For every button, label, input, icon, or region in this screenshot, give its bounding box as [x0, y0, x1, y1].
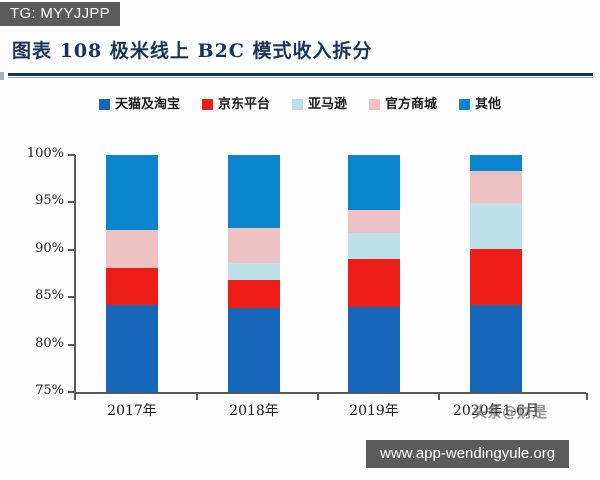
header-divider	[8, 73, 593, 76]
y-axis-tick	[68, 248, 75, 251]
x-axis-line	[74, 392, 586, 394]
bar-segment[interactable]	[106, 304, 158, 392]
chart-legend: 天猫及淘宝 京东平台 亚马逊 官方商城 其他	[0, 98, 600, 111]
y-axis-tick	[68, 201, 75, 204]
y-axis-line	[74, 155, 76, 393]
legend-label: 其他	[475, 97, 502, 112]
legend-label: 亚马逊	[307, 97, 347, 112]
bar-segment[interactable]	[106, 229, 158, 268]
bar-segment[interactable]	[470, 248, 522, 305]
y-axis-tick	[68, 343, 75, 346]
bar-segment[interactable]	[106, 267, 158, 305]
x-axis-tick	[196, 393, 198, 400]
header-left-marker	[0, 72, 4, 80]
y-axis-tick-label: 90%	[35, 240, 64, 256]
x-axis-tick	[586, 393, 588, 400]
y-axis-tick-label: 95%	[35, 193, 64, 209]
x-axis-tick	[317, 393, 319, 400]
legend-label: 京东平台	[217, 97, 270, 112]
report-header: 图表 108 极米线上 B2C 模式收入拆分	[0, 36, 600, 82]
x-axis-tick	[74, 393, 76, 400]
bar-segment[interactable]	[228, 263, 280, 281]
bar-segment[interactable]	[228, 155, 280, 228]
legend-item[interactable]: 官方商城	[369, 98, 437, 111]
bar-segment[interactable]	[470, 155, 522, 172]
toutiao-watermark: 头条@财是	[472, 403, 548, 421]
bar-segment[interactable]	[106, 155, 158, 230]
legend-label: 官方商城	[385, 97, 438, 112]
x-axis-tick-label: 2017年	[107, 403, 157, 419]
bar-segment[interactable]	[470, 203, 522, 249]
bar-stack[interactable]	[348, 155, 400, 392]
y-axis-tick	[68, 296, 75, 299]
legend-item[interactable]: 天猫及淘宝	[98, 97, 180, 112]
bar-segment[interactable]	[348, 155, 400, 210]
legend-swatch-icon	[459, 99, 471, 110]
page-title: 图表 108 极米线上 B2C 模式收入拆分	[12, 40, 373, 62]
y-axis-tick-label: 80%	[35, 335, 64, 351]
bar-segment[interactable]	[228, 227, 280, 264]
legend-label: 天猫及淘宝	[114, 97, 180, 112]
x-axis-tick	[438, 393, 440, 400]
legend-item[interactable]: 亚马逊	[291, 97, 347, 112]
legend-item[interactable]: 其他	[459, 98, 501, 111]
x-axis-tick-label: 2018年	[229, 403, 279, 419]
bar-segment[interactable]	[348, 306, 400, 392]
legend-swatch-icon	[201, 99, 213, 110]
header-divider-thin	[8, 77, 593, 78]
y-axis-tick-label: 75%	[35, 383, 64, 398]
y-axis-tick	[68, 154, 75, 156]
y-axis-tick	[68, 391, 75, 393]
tg-tag-overlay: TG: MYYJJPP	[0, 2, 120, 26]
bar-segment[interactable]	[348, 259, 400, 307]
y-axis-tick-label: 100%	[26, 146, 64, 161]
bar-stack[interactable]	[470, 155, 522, 392]
x-axis-tick-label: 2019年	[349, 403, 399, 419]
footer-url-overlay: www.app-wendingyule.org	[366, 440, 570, 468]
legend-swatch-icon	[98, 99, 110, 110]
legend-swatch-icon	[369, 99, 380, 110]
bar-segment[interactable]	[228, 307, 280, 392]
bar-stack[interactable]	[228, 155, 280, 392]
bar-segment[interactable]	[470, 171, 522, 204]
legend-item[interactable]: 京东平台	[201, 97, 270, 112]
bar-segment[interactable]	[470, 304, 522, 392]
legend-swatch-icon	[291, 99, 303, 110]
bar-stack[interactable]	[106, 155, 158, 392]
bar-segment[interactable]	[348, 209, 400, 233]
bar-segment[interactable]	[228, 280, 280, 308]
bar-segment[interactable]	[348, 232, 400, 260]
y-axis-tick-label: 85%	[35, 288, 64, 304]
